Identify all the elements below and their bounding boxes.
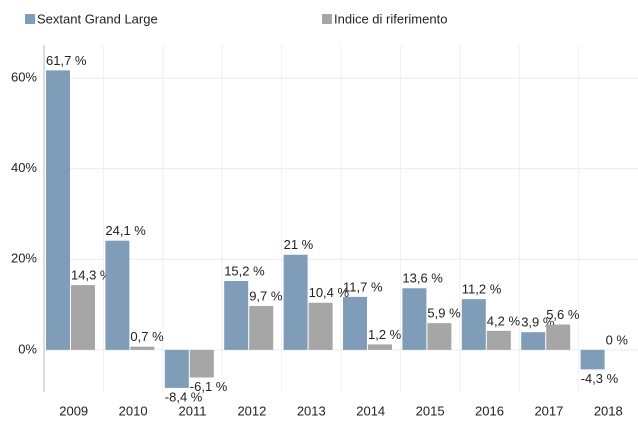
value-label: 11,2 %: [462, 282, 502, 297]
x-tick-label: 2009: [59, 403, 88, 418]
bar: [402, 288, 427, 350]
legend-label: Indice di riferimento: [334, 11, 447, 26]
bar: [368, 344, 392, 350]
x-tick-label: 2011: [179, 403, 207, 418]
y-tick-label: 20%: [11, 251, 37, 266]
value-label: 10,4 %: [309, 285, 350, 300]
value-label: 0 %: [606, 332, 629, 347]
value-label: -8,4 %: [165, 389, 203, 404]
value-label: 5,6 %: [546, 307, 580, 322]
value-label: -4,3 %: [581, 371, 619, 386]
legend-label: Sextant Grand Large: [37, 11, 158, 26]
bar: [189, 349, 214, 378]
legend-swatch: [25, 14, 35, 24]
value-label: 4,2 %: [487, 313, 521, 328]
bar: [308, 302, 333, 350]
bar: [486, 330, 511, 350]
bar: [71, 285, 95, 350]
value-label: 13,6 %: [402, 271, 443, 286]
bar: [546, 324, 571, 350]
value-label: 9,7 %: [249, 288, 283, 303]
value-label: 5,9 %: [427, 306, 461, 321]
x-tick-label: 2017: [534, 403, 563, 418]
bar: [521, 332, 546, 350]
value-label: -6,1 %: [190, 379, 228, 394]
legend-swatch: [322, 14, 332, 24]
bar: [130, 346, 155, 350]
bar: [164, 349, 189, 388]
x-tick-label: 2018: [594, 403, 623, 418]
value-label: 21 %: [284, 237, 314, 252]
y-tick-label: 60%: [11, 70, 37, 85]
x-tick-label: 2016: [475, 403, 504, 418]
x-tick-label: 2015: [416, 403, 445, 418]
value-label: 14,3 %: [71, 268, 112, 283]
value-label: 11,7 %: [343, 279, 383, 294]
value-label: 1,2 %: [368, 327, 402, 342]
x-tick-label: 2013: [297, 403, 326, 418]
value-label: 24,1 %: [105, 223, 146, 238]
value-label: 0,7 %: [130, 329, 164, 344]
bar: [46, 70, 70, 350]
bar: [105, 240, 130, 350]
bar: [249, 305, 274, 350]
bar: [283, 254, 308, 350]
bar: [427, 323, 452, 350]
value-label: 61,7 %: [46, 53, 87, 68]
bar: [461, 299, 486, 350]
y-tick-label: 0%: [18, 341, 37, 356]
y-tick-label: 40%: [11, 160, 37, 175]
value-label: 15,2 %: [224, 263, 265, 278]
x-tick-label: 2010: [119, 403, 148, 418]
bar: [224, 281, 249, 350]
bar: [580, 349, 605, 370]
x-tick-label: 2014: [356, 403, 385, 418]
x-tick-label: 2012: [237, 403, 266, 418]
bar: [343, 296, 367, 350]
